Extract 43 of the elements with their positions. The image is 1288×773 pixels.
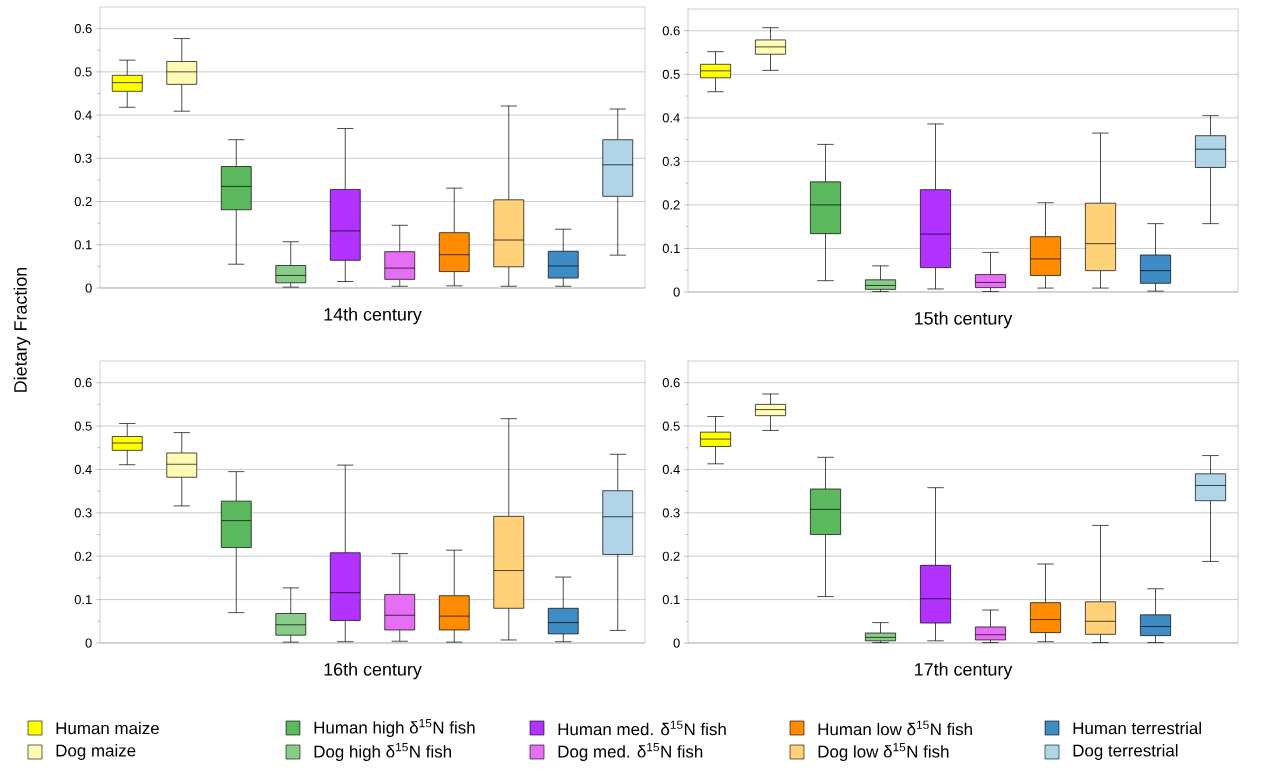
legend-label: Dog high δ$^{15}$N fish — [314, 743, 451, 761]
legend-label: Human terrestrial — [1073, 721, 1201, 735]
y-tick-label: 0.6 — [662, 378, 680, 388]
y-tick-label: 0.1 — [662, 243, 680, 254]
y-tick-label: 0.5 — [662, 69, 680, 79]
y-tick-label: 0 — [673, 638, 680, 648]
y-tick-label: 0.3 — [74, 153, 92, 163]
y-tick-label: 0.5 — [74, 67, 92, 77]
legend-label: Dog maize — [56, 744, 136, 760]
text: 16th century — [324, 662, 422, 680]
legend-label: Dog terrestrial — [1073, 744, 1178, 760]
y-tick-label: 0.5 — [662, 421, 680, 431]
legend-label: Human low δ$^{15}$N fish — [818, 720, 972, 736]
y-tick-label: 0 — [673, 287, 680, 297]
legend-label: Human med. δ$^{15}$N fish — [558, 720, 726, 736]
legend-label: Human maize — [56, 721, 159, 735]
y-tick-label: 0 — [85, 283, 92, 293]
y-tick-label: 0.4 — [74, 464, 92, 475]
y-tick-label: 0.4 — [74, 110, 92, 120]
legend-label: Dog low δ$^{15}$N fish — [818, 743, 949, 761]
y-tick-label: 0.1 — [74, 240, 92, 250]
text: 15th century — [915, 311, 1013, 329]
legend-label: Dog med. δ$^{15}$N fish — [558, 743, 703, 761]
y-tick-label: 0 — [85, 638, 92, 648]
text: 14th century — [324, 307, 422, 325]
y-tick-label: 0.1 — [662, 595, 680, 605]
y-tick-label: 0.2 — [662, 551, 680, 561]
y-tick-label: 0.2 — [74, 196, 92, 207]
y-tick-label: 0.6 — [662, 26, 680, 36]
y-tick-label: 0.3 — [662, 156, 680, 166]
y-tick-label: 0.4 — [662, 464, 680, 475]
y-tick-label: 0.2 — [74, 551, 92, 561]
y-tick-label: 0.4 — [662, 113, 680, 123]
text: 17th century — [915, 662, 1013, 680]
y-tick-label: 0.5 — [74, 421, 92, 431]
y-tick-label: 0.3 — [74, 508, 92, 518]
y-tick-label: 0.3 — [662, 508, 680, 518]
y-tick-label: 0.6 — [74, 24, 92, 34]
y-axis-title: Dietary Fraction — [13, 267, 31, 392]
legend-label: Human high δ$^{15}$N fish — [314, 719, 475, 737]
y-tick-label: 0.6 — [74, 378, 92, 388]
y-tick-label: 0.1 — [74, 595, 92, 605]
y-tick-label: 0.2 — [662, 200, 680, 210]
